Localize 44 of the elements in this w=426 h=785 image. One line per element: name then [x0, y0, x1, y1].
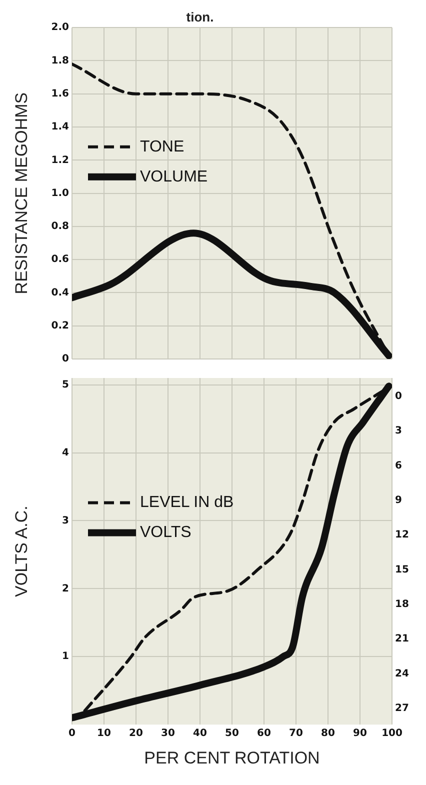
y-tick-label: 1.4 — [51, 122, 70, 133]
y-tick-label: 4 — [62, 447, 70, 458]
y-tick-label: 1 — [62, 651, 70, 662]
x-tick-label: 30 — [161, 728, 175, 740]
legend-label: TONE — [140, 138, 184, 156]
x-axis-title: PER CENT ROTATION — [144, 748, 320, 768]
y2-tick-label: 24 — [395, 668, 409, 680]
x-tick-label: 40 — [193, 728, 207, 740]
legend-label: LEVEL IN dB — [140, 494, 234, 512]
x-tick-label: 100 — [382, 728, 402, 740]
x-tick-label: 20 — [129, 728, 143, 740]
y-tick-label: 1.2 — [51, 154, 70, 166]
x-tick-label: 10 — [97, 728, 111, 740]
x-tick-label: 50 — [225, 728, 239, 740]
y2-tick-label: 27 — [395, 703, 409, 714]
y-tick-label: 5 — [62, 379, 70, 390]
y-tick-label: 0.4 — [51, 287, 70, 298]
x-tick-label: 80 — [321, 728, 335, 740]
chart-title: tion. — [186, 9, 214, 24]
x-tick-label: 90 — [353, 728, 367, 740]
y-tick-label: 0.6 — [51, 254, 70, 266]
legend-label: VOLUME — [140, 168, 208, 186]
y2-tick-label: 12 — [395, 530, 409, 541]
y-axis-title: RESISTANCE MEGOHMS — [12, 92, 31, 294]
y-tick-label: 0.2 — [51, 320, 70, 332]
y-axis-title: VOLTS A.C. — [12, 506, 31, 597]
y-tick-label: 3 — [62, 515, 70, 526]
y2-tick-label: 0 — [395, 391, 402, 402]
y-tick-label: 2.0 — [51, 22, 70, 34]
y-tick-label: 0 — [62, 354, 70, 365]
y-tick-label: 1.8 — [51, 55, 70, 66]
y2-tick-label: 3 — [395, 426, 402, 437]
legend-label: VOLTS — [140, 524, 192, 542]
y2-tick-label: 21 — [395, 634, 409, 645]
y-tick-label: 1.6 — [51, 88, 70, 100]
y-tick-label: 0.8 — [51, 221, 70, 232]
y2-tick-label: 18 — [395, 599, 409, 610]
y2-tick-label: 6 — [395, 460, 402, 472]
x-tick-label: 70 — [289, 728, 303, 740]
x-tick-label: 60 — [257, 728, 271, 740]
y2-tick-label: 15 — [395, 564, 409, 576]
y2-tick-label: 9 — [395, 495, 402, 506]
y-tick-label: 1.0 — [51, 188, 70, 199]
y-tick-label: 2 — [62, 583, 70, 594]
